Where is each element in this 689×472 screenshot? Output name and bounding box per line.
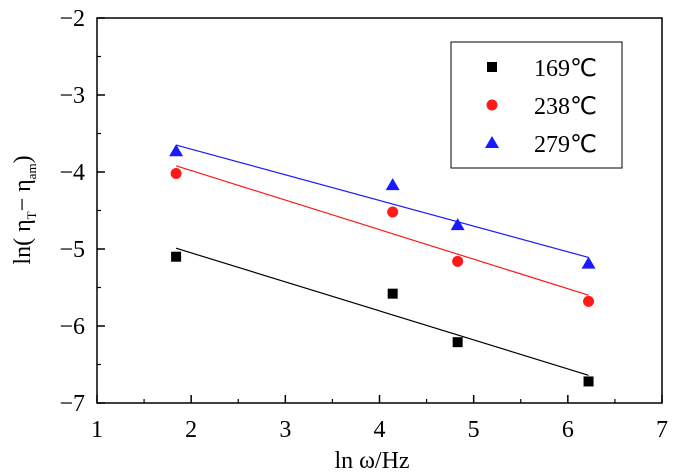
y-tick-label: −6 [59,314,85,340]
x-axis-title: ln ω/Hz [334,448,409,472]
legend: 169℃ 238℃ 279℃ [450,41,623,169]
x-tick-label: 3 [279,417,291,443]
legend-marker-circle [486,99,498,111]
y-tick-label: −5 [59,237,85,263]
legend-box [450,41,623,169]
y-axis-title-sub-am: am [24,163,39,179]
y-axis-title: ln( ηT− ηam) [10,155,39,264]
y-axis-title-sub-t: T [24,211,39,219]
y-axis-title-tail: ) [10,155,36,163]
axis-ticks: 1 2 3 4 5 6 7 −7 −6 −5 −4 −3 −2 [59,6,668,443]
data-point-circle [387,206,399,218]
y-tick-label: −3 [59,83,85,109]
data-point-triangle [450,218,465,231]
legend-label: 238℃ [534,94,597,120]
data-point-square [583,376,594,387]
data-point-triangle [385,178,400,191]
legend-marker-triangle [485,136,499,148]
x-tick-label: 6 [562,417,574,443]
data-point-square [387,288,398,299]
y-tick-label: −4 [59,160,85,186]
legend-label: 169℃ [534,56,597,82]
data-point-square [171,251,182,262]
svg-text:ln( ηT− ηam): ln( ηT− ηam) [10,155,39,264]
x-tick-label: 5 [468,417,480,443]
x-tick-label: 4 [374,417,386,443]
x-tick-label: 7 [656,417,668,443]
y-axis-title-base: ln( η [10,219,36,264]
fit-lines [175,144,589,376]
data-point-circle [452,255,464,267]
data-point-triangle [169,144,184,157]
data-point-circle [170,168,182,180]
y-axis-title-mid: − η [10,179,36,211]
y-tick-label: −7 [59,391,85,417]
data-point-circle [583,295,595,307]
data-point-triangle [581,256,596,269]
fit-line-circle [175,165,589,296]
fit-line-square [175,247,589,376]
y-tick-label: −2 [59,6,85,32]
fit-line-triangle [175,144,589,259]
data-points [169,144,596,387]
x-tick-label: 1 [91,417,103,443]
data-point-square [452,337,463,348]
legend-label: 279℃ [534,132,597,158]
x-tick-label: 2 [185,417,197,443]
legend-marker-square [487,62,497,72]
